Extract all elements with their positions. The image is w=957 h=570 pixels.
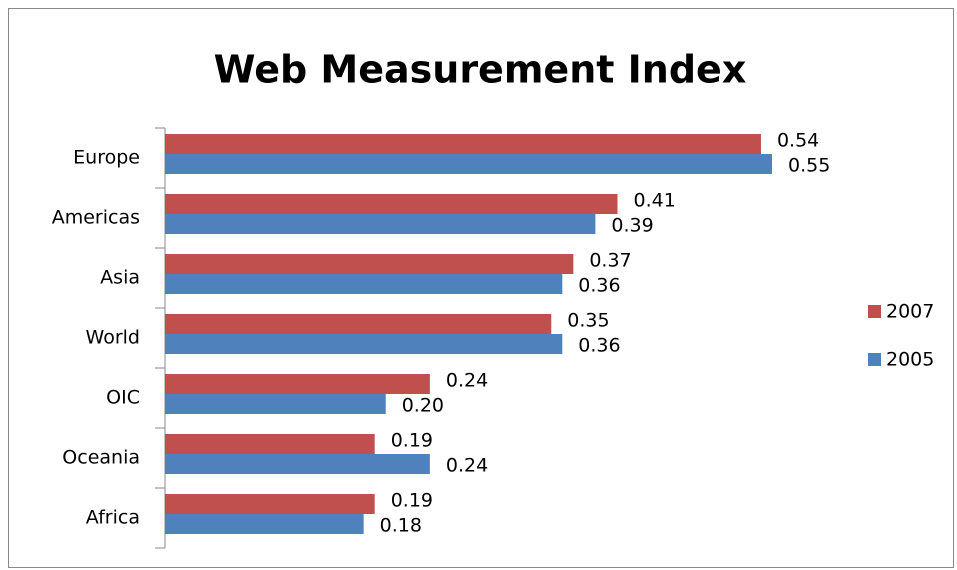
chart-title: Web Measurement Index (214, 48, 747, 92)
category-label: Americas (52, 207, 140, 229)
bar (165, 454, 430, 474)
bar (165, 194, 618, 214)
bar (165, 134, 761, 154)
legend-label: 2007 (886, 301, 934, 323)
value-label: 0.36 (578, 275, 620, 297)
value-label: 0.35 (567, 310, 609, 332)
value-label: 0.41 (633, 190, 675, 212)
bar (165, 394, 386, 414)
bar (165, 214, 596, 234)
bar (165, 374, 430, 394)
legend-swatch (868, 305, 881, 318)
value-label: 0.18 (380, 515, 422, 537)
value-label: 0.19 (391, 430, 433, 452)
bar (165, 254, 574, 274)
category-label: Europe (73, 147, 140, 169)
bar (165, 494, 375, 514)
value-label: 0.19 (391, 490, 433, 512)
category-label: OIC (106, 387, 140, 409)
legend-label: 2005 (886, 349, 934, 371)
bar (165, 334, 563, 354)
bar (165, 434, 375, 454)
value-label: 0.20 (402, 395, 444, 417)
bar (165, 274, 563, 294)
value-label: 0.54 (777, 130, 819, 152)
category-label: Africa (86, 507, 140, 529)
value-label: 0.36 (578, 335, 620, 357)
category-label: World (86, 327, 140, 349)
value-label: 0.39 (611, 215, 653, 237)
legend-swatch (868, 353, 881, 366)
bar (165, 154, 772, 174)
value-label: 0.55 (788, 155, 830, 177)
value-label: 0.37 (589, 250, 631, 272)
category-label: Oceania (62, 447, 140, 469)
bar (165, 514, 364, 534)
bar (165, 314, 552, 334)
value-label: 0.24 (446, 370, 488, 392)
value-label: 0.24 (446, 455, 488, 477)
category-label: Asia (100, 267, 140, 289)
